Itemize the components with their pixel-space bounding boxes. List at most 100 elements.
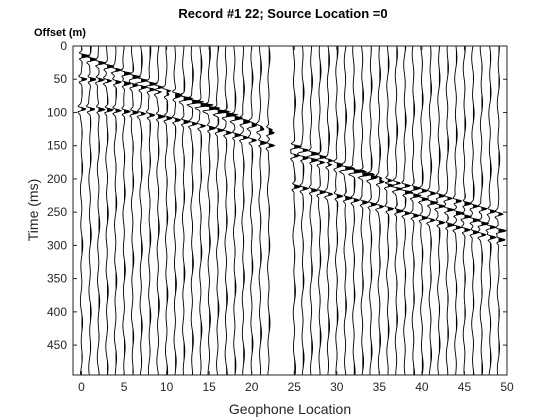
trace-fill <box>404 46 413 375</box>
chart-title: Record #1 22; Source Location =0 <box>178 6 387 21</box>
trace-wiggle <box>460 46 473 375</box>
trace-wiggle <box>323 46 335 375</box>
trace-fill <box>438 46 445 375</box>
y-tick-label: 100 <box>47 105 67 119</box>
trace-wiggle <box>313 46 327 375</box>
x-tick-label: 0 <box>78 380 85 394</box>
trace-wiggle <box>305 46 321 375</box>
trace-wiggle <box>238 46 252 375</box>
trace-fill <box>200 46 214 375</box>
x-tick-label: 30 <box>330 380 344 394</box>
trace-fill <box>379 46 384 375</box>
trace-wiggle <box>409 46 423 375</box>
x-tick-label: 20 <box>245 380 259 394</box>
trace-wiggle <box>77 46 92 375</box>
trace-wiggle <box>178 46 194 375</box>
y-tick-label: 400 <box>47 305 67 319</box>
trace-fill <box>396 46 403 375</box>
trace-fill <box>217 46 230 375</box>
trace-wiggle <box>85 46 97 375</box>
x-tick-label: 15 <box>202 380 216 394</box>
trace-fill <box>345 46 355 375</box>
x-tick-label: 35 <box>373 380 387 394</box>
trace-wiggle <box>434 46 446 375</box>
trace-wiggle <box>212 46 232 375</box>
trace-wiggle <box>94 46 107 375</box>
trace-fill <box>90 46 97 375</box>
trace-fill <box>498 46 507 375</box>
trace-wiggle <box>452 46 465 375</box>
trace-wiggle <box>120 46 132 375</box>
x-tick-label: 10 <box>160 380 174 394</box>
x-tick-label: 25 <box>288 380 302 394</box>
trace-fill <box>158 46 165 375</box>
x-tick-label: 40 <box>415 380 429 394</box>
trace-wiggle <box>494 46 507 375</box>
trace-wiggle <box>442 46 456 375</box>
trace-wiggle <box>485 46 498 375</box>
trace-wiggle <box>366 46 378 375</box>
trace-fill <box>472 46 480 375</box>
trace-wiggle <box>202 46 220 375</box>
trace-wiggle <box>383 46 395 375</box>
y-tick-label: 50 <box>54 72 68 86</box>
y-tick-label: 0 <box>60 39 67 53</box>
trace-fill <box>311 46 320 375</box>
trace-wiggle <box>161 46 173 375</box>
trace-wiggle <box>128 46 142 375</box>
x-tick-label: 45 <box>458 380 472 394</box>
trace-fill <box>81 46 90 375</box>
trace-wiggle <box>246 46 257 375</box>
trace-wiggle <box>229 46 243 375</box>
y-axis: 0 50 100 150 200 250 300 350 400 450 <box>47 39 507 352</box>
x-axis-label: Geophone Location <box>229 401 351 417</box>
y-tick-label: 450 <box>47 338 67 352</box>
trace-wiggle <box>375 46 386 375</box>
trace-wiggle <box>152 46 166 375</box>
trace-wiggle <box>134 46 148 375</box>
trace-fill <box>124 46 131 375</box>
y-tick-label: 150 <box>47 139 67 153</box>
trace-fill <box>413 46 421 375</box>
trace-wiggle <box>357 46 376 375</box>
trace-wiggle <box>289 46 303 375</box>
trace-fill <box>209 46 220 375</box>
trace-wiggle <box>426 46 439 375</box>
trace-fill <box>251 46 257 375</box>
y-tick-label: 350 <box>47 272 67 286</box>
y-tick-label: 200 <box>47 172 67 186</box>
trace-wiggle <box>297 46 310 375</box>
y-axis-label: Time (ms) <box>25 179 41 241</box>
trace-wiggle <box>347 46 368 375</box>
trace-wiggle <box>469 46 481 375</box>
trace-wiggle <box>477 46 490 375</box>
trace-wiggle <box>171 46 183 375</box>
trace-wiggle <box>399 46 414 375</box>
y-tick-label: 300 <box>47 238 67 252</box>
trace-fill <box>260 46 267 375</box>
trace-wiggle <box>194 46 214 375</box>
trace-fill <box>132 46 141 375</box>
x-tick-label: 5 <box>121 380 128 394</box>
trace-wiggle <box>265 46 276 375</box>
offset-label: Offset (m) <box>34 27 86 39</box>
plot-frame <box>72 45 508 376</box>
trace-fill <box>98 46 106 375</box>
trace-fill <box>149 46 157 375</box>
trace-fill <box>319 46 326 375</box>
trace-wiggle <box>185 46 204 375</box>
seismic-traces <box>77 46 507 375</box>
trace-fill <box>362 46 375 375</box>
y-tick-label: 250 <box>47 205 67 219</box>
trace-wiggle <box>221 46 240 375</box>
trace-wiggle <box>333 46 344 375</box>
trace-wiggle <box>338 46 356 375</box>
x-axis: 0 5 10 15 20 25 30 35 40 45 50 <box>78 46 514 394</box>
trace-wiggle <box>417 46 430 375</box>
trace-wiggle <box>255 46 269 375</box>
trace-wiggle <box>143 46 159 375</box>
trace-wiggle <box>110 46 123 375</box>
trace-wiggle <box>102 46 115 375</box>
x-tick-label: 50 <box>500 380 514 394</box>
